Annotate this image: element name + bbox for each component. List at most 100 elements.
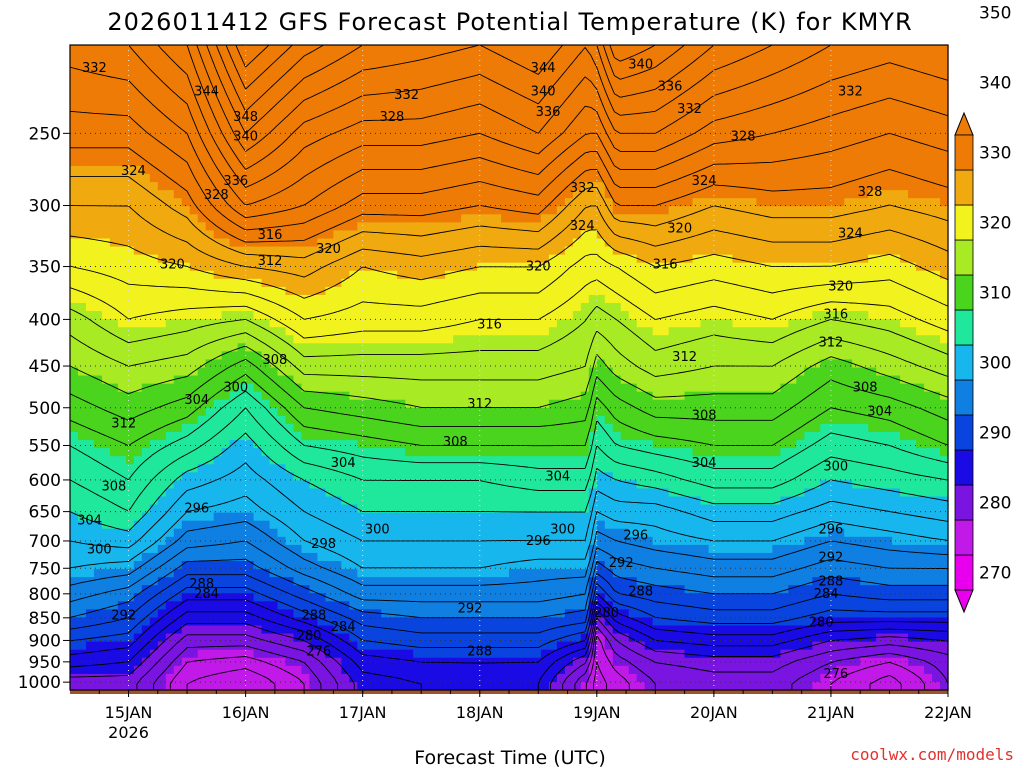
field-cell — [516, 117, 526, 127]
field-cell — [556, 311, 566, 320]
field-cell — [540, 633, 550, 643]
field-cell — [397, 133, 406, 143]
field-cell — [109, 552, 119, 562]
field-cell — [357, 149, 366, 159]
field-cell — [141, 496, 151, 506]
field-cell — [253, 681, 263, 691]
field-cell — [245, 657, 255, 667]
field-cell — [516, 496, 526, 506]
field-cell — [141, 633, 151, 643]
field-cell — [133, 528, 143, 538]
field-cell — [325, 665, 334, 675]
field-cell — [125, 198, 135, 207]
field-cell — [453, 488, 462, 498]
field-cell — [333, 528, 342, 538]
field-cell — [77, 270, 87, 280]
field-cell — [85, 512, 95, 522]
field-cell — [453, 294, 462, 304]
field-cell — [349, 174, 358, 183]
field-cell — [485, 625, 494, 635]
field-cell — [245, 149, 255, 159]
field-cell — [453, 569, 462, 578]
field-cell — [524, 198, 534, 207]
field-cell — [405, 472, 414, 481]
field-cell — [229, 657, 239, 667]
field-cell — [181, 278, 191, 288]
field-cell — [548, 109, 558, 119]
field-cell — [437, 569, 446, 578]
field-cell — [349, 335, 358, 344]
field-cell — [389, 109, 398, 119]
field-cell — [285, 254, 295, 264]
field-cell — [397, 367, 406, 377]
field-cell — [365, 230, 374, 240]
field-cell — [493, 190, 502, 199]
field-cell — [237, 415, 247, 425]
field-cell — [405, 294, 414, 304]
field-cell — [381, 520, 390, 530]
field-cell — [269, 625, 279, 635]
field-cell — [245, 383, 255, 393]
field-cell — [109, 77, 119, 86]
field-cell — [373, 464, 382, 473]
field-cell — [253, 77, 263, 86]
field-cell — [501, 69, 510, 78]
field-cell — [70, 681, 79, 691]
field-cell — [317, 609, 327, 619]
field-cell — [101, 625, 111, 635]
field-cell — [101, 641, 111, 651]
field-cell — [261, 569, 271, 578]
field-cell — [141, 569, 151, 578]
field-cell — [245, 141, 255, 151]
field-cell — [125, 625, 135, 635]
field-cell — [293, 206, 303, 215]
field-cell — [485, 214, 494, 223]
field-cell — [405, 319, 414, 328]
field-cell — [189, 617, 199, 627]
field-cell — [397, 488, 406, 498]
field-cell — [349, 351, 358, 361]
field-cell — [173, 246, 183, 256]
field-cell — [516, 198, 526, 207]
field-cell — [229, 391, 239, 401]
field-cell — [325, 488, 334, 498]
field-cell — [341, 109, 350, 119]
field-cell — [157, 270, 167, 280]
field-cell — [493, 528, 502, 538]
field-cell — [173, 488, 183, 498]
field-cell — [325, 335, 334, 344]
field-cell — [205, 649, 215, 659]
field-cell — [93, 407, 103, 417]
field-cell — [93, 125, 103, 135]
field-cell — [548, 520, 558, 530]
field-cell — [453, 359, 462, 369]
field-cell — [133, 278, 143, 288]
field-cell — [229, 359, 239, 369]
field-cell — [189, 93, 199, 103]
field-cell — [548, 343, 558, 352]
field-cell — [548, 294, 558, 304]
field-cell — [413, 512, 422, 522]
field-cell — [501, 625, 510, 635]
field-cell — [205, 61, 215, 70]
field-cell — [133, 125, 143, 135]
field-cell — [189, 69, 199, 78]
field-cell — [93, 214, 103, 223]
field-cell — [485, 174, 494, 183]
field-cell — [109, 520, 119, 530]
field-cell — [333, 319, 342, 328]
field-cell — [373, 319, 382, 328]
field-cell — [365, 278, 374, 288]
field-cell — [101, 214, 111, 223]
field-cell — [469, 496, 478, 506]
field-cell — [333, 133, 342, 143]
field-cell — [509, 383, 518, 393]
field-cell — [253, 641, 263, 651]
field-cell — [532, 609, 542, 619]
field-cell — [261, 520, 271, 530]
field-cell — [301, 665, 311, 675]
field-cell — [548, 246, 558, 256]
field-cell — [509, 303, 518, 312]
field-cell — [70, 270, 79, 280]
